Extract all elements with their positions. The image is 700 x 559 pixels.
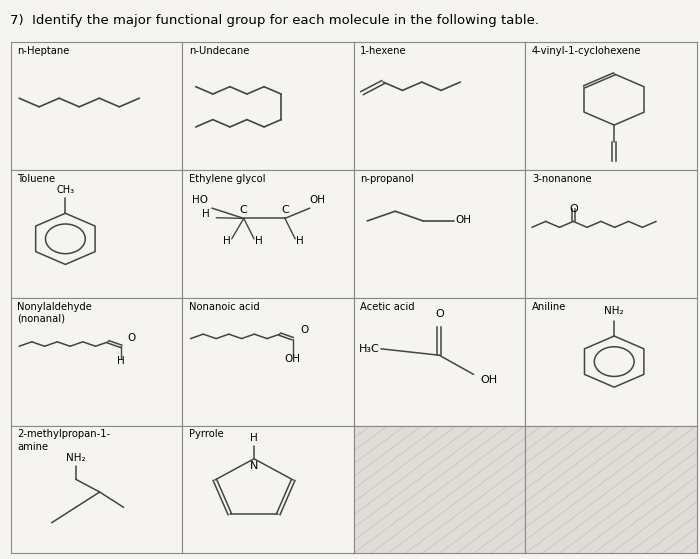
Text: H₃C: H₃C: [358, 344, 379, 354]
Text: Toluene: Toluene: [18, 174, 55, 184]
Text: 3-nonanone: 3-nonanone: [532, 174, 592, 184]
Text: 1-hexene: 1-hexene: [360, 46, 407, 56]
Text: Acetic acid: Acetic acid: [360, 301, 415, 311]
Text: N: N: [250, 461, 258, 471]
Text: NH₂: NH₂: [604, 306, 624, 316]
Text: H: H: [223, 236, 230, 246]
Text: NH₂: NH₂: [66, 453, 85, 463]
Text: OH: OH: [309, 195, 325, 205]
Text: OH: OH: [456, 215, 472, 225]
Text: O: O: [435, 309, 444, 319]
Text: n-Undecane: n-Undecane: [189, 46, 249, 56]
Text: Nonanoic acid: Nonanoic acid: [189, 301, 260, 311]
Text: Aniline: Aniline: [532, 301, 566, 311]
Text: H: H: [250, 433, 258, 443]
Text: C: C: [281, 205, 289, 215]
Text: O: O: [300, 325, 309, 335]
Text: O: O: [127, 333, 136, 343]
Text: n-propanol: n-propanol: [360, 174, 414, 184]
Text: H: H: [117, 356, 125, 366]
Text: C: C: [240, 205, 248, 215]
Text: CH₃: CH₃: [56, 185, 74, 195]
Text: n-Heptane: n-Heptane: [18, 46, 70, 56]
Text: Pyrrole: Pyrrole: [189, 429, 223, 439]
Text: H: H: [256, 236, 263, 246]
Text: 7)  Identify the major functional group for each molecule in the following table: 7) Identify the major functional group f…: [10, 14, 540, 27]
Text: 4-vinyl-1-cyclohexene: 4-vinyl-1-cyclohexene: [532, 46, 641, 56]
Text: O: O: [569, 205, 577, 215]
Text: HO: HO: [193, 195, 209, 205]
Text: OH: OH: [284, 354, 300, 363]
Text: OH: OH: [480, 375, 498, 385]
Text: H: H: [202, 209, 210, 219]
Text: H: H: [297, 236, 304, 246]
Text: 2-methylpropan-1-
amine: 2-methylpropan-1- amine: [18, 429, 111, 452]
Text: Ethylene glycol: Ethylene glycol: [189, 174, 265, 184]
Text: Nonylaldehyde
(nonanal): Nonylaldehyde (nonanal): [18, 301, 92, 324]
